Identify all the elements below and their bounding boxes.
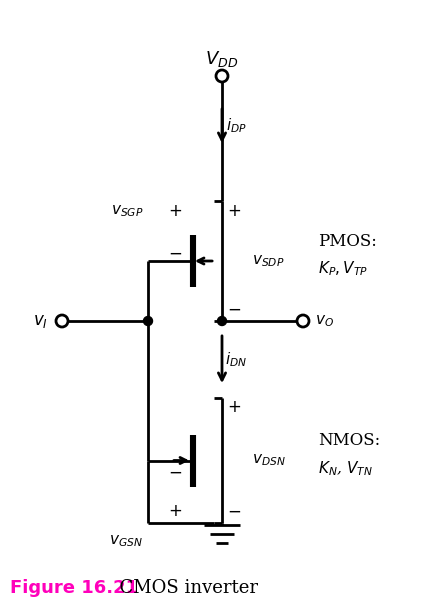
Text: $-$: $-$ xyxy=(168,245,182,262)
Circle shape xyxy=(143,317,152,325)
Circle shape xyxy=(218,317,226,325)
Text: $v_I$: $v_I$ xyxy=(33,312,48,330)
Text: $-$: $-$ xyxy=(227,301,241,317)
Text: CMOS inverter: CMOS inverter xyxy=(108,579,258,597)
Text: $V_{DD}$: $V_{DD}$ xyxy=(206,49,238,69)
Text: $v_{SDP}$: $v_{SDP}$ xyxy=(252,253,285,269)
Text: $+$: $+$ xyxy=(168,203,182,219)
Text: $i_{DP}$: $i_{DP}$ xyxy=(226,116,246,136)
Text: $v_O$: $v_O$ xyxy=(315,313,334,329)
Text: $v_{SGP}$: $v_{SGP}$ xyxy=(111,203,143,219)
Text: Figure 16.21: Figure 16.21 xyxy=(10,579,138,597)
Text: $K_N$, $V_{TN}$: $K_N$, $V_{TN}$ xyxy=(318,459,373,478)
Text: PMOS:: PMOS: xyxy=(318,232,377,249)
Text: $+$: $+$ xyxy=(168,503,182,519)
Text: NMOS:: NMOS: xyxy=(318,432,380,449)
Text: $+$: $+$ xyxy=(227,203,241,219)
Text: $+$: $+$ xyxy=(227,400,241,416)
Text: $-$: $-$ xyxy=(227,503,241,519)
Text: $-$: $-$ xyxy=(168,464,182,481)
Text: $v_{GSN}$: $v_{GSN}$ xyxy=(109,533,143,549)
Text: $i_{DN}$: $i_{DN}$ xyxy=(225,350,247,369)
Text: $v_{DSN}$: $v_{DSN}$ xyxy=(252,453,285,468)
Text: $K_P,V_{TP}$: $K_P,V_{TP}$ xyxy=(318,260,368,278)
